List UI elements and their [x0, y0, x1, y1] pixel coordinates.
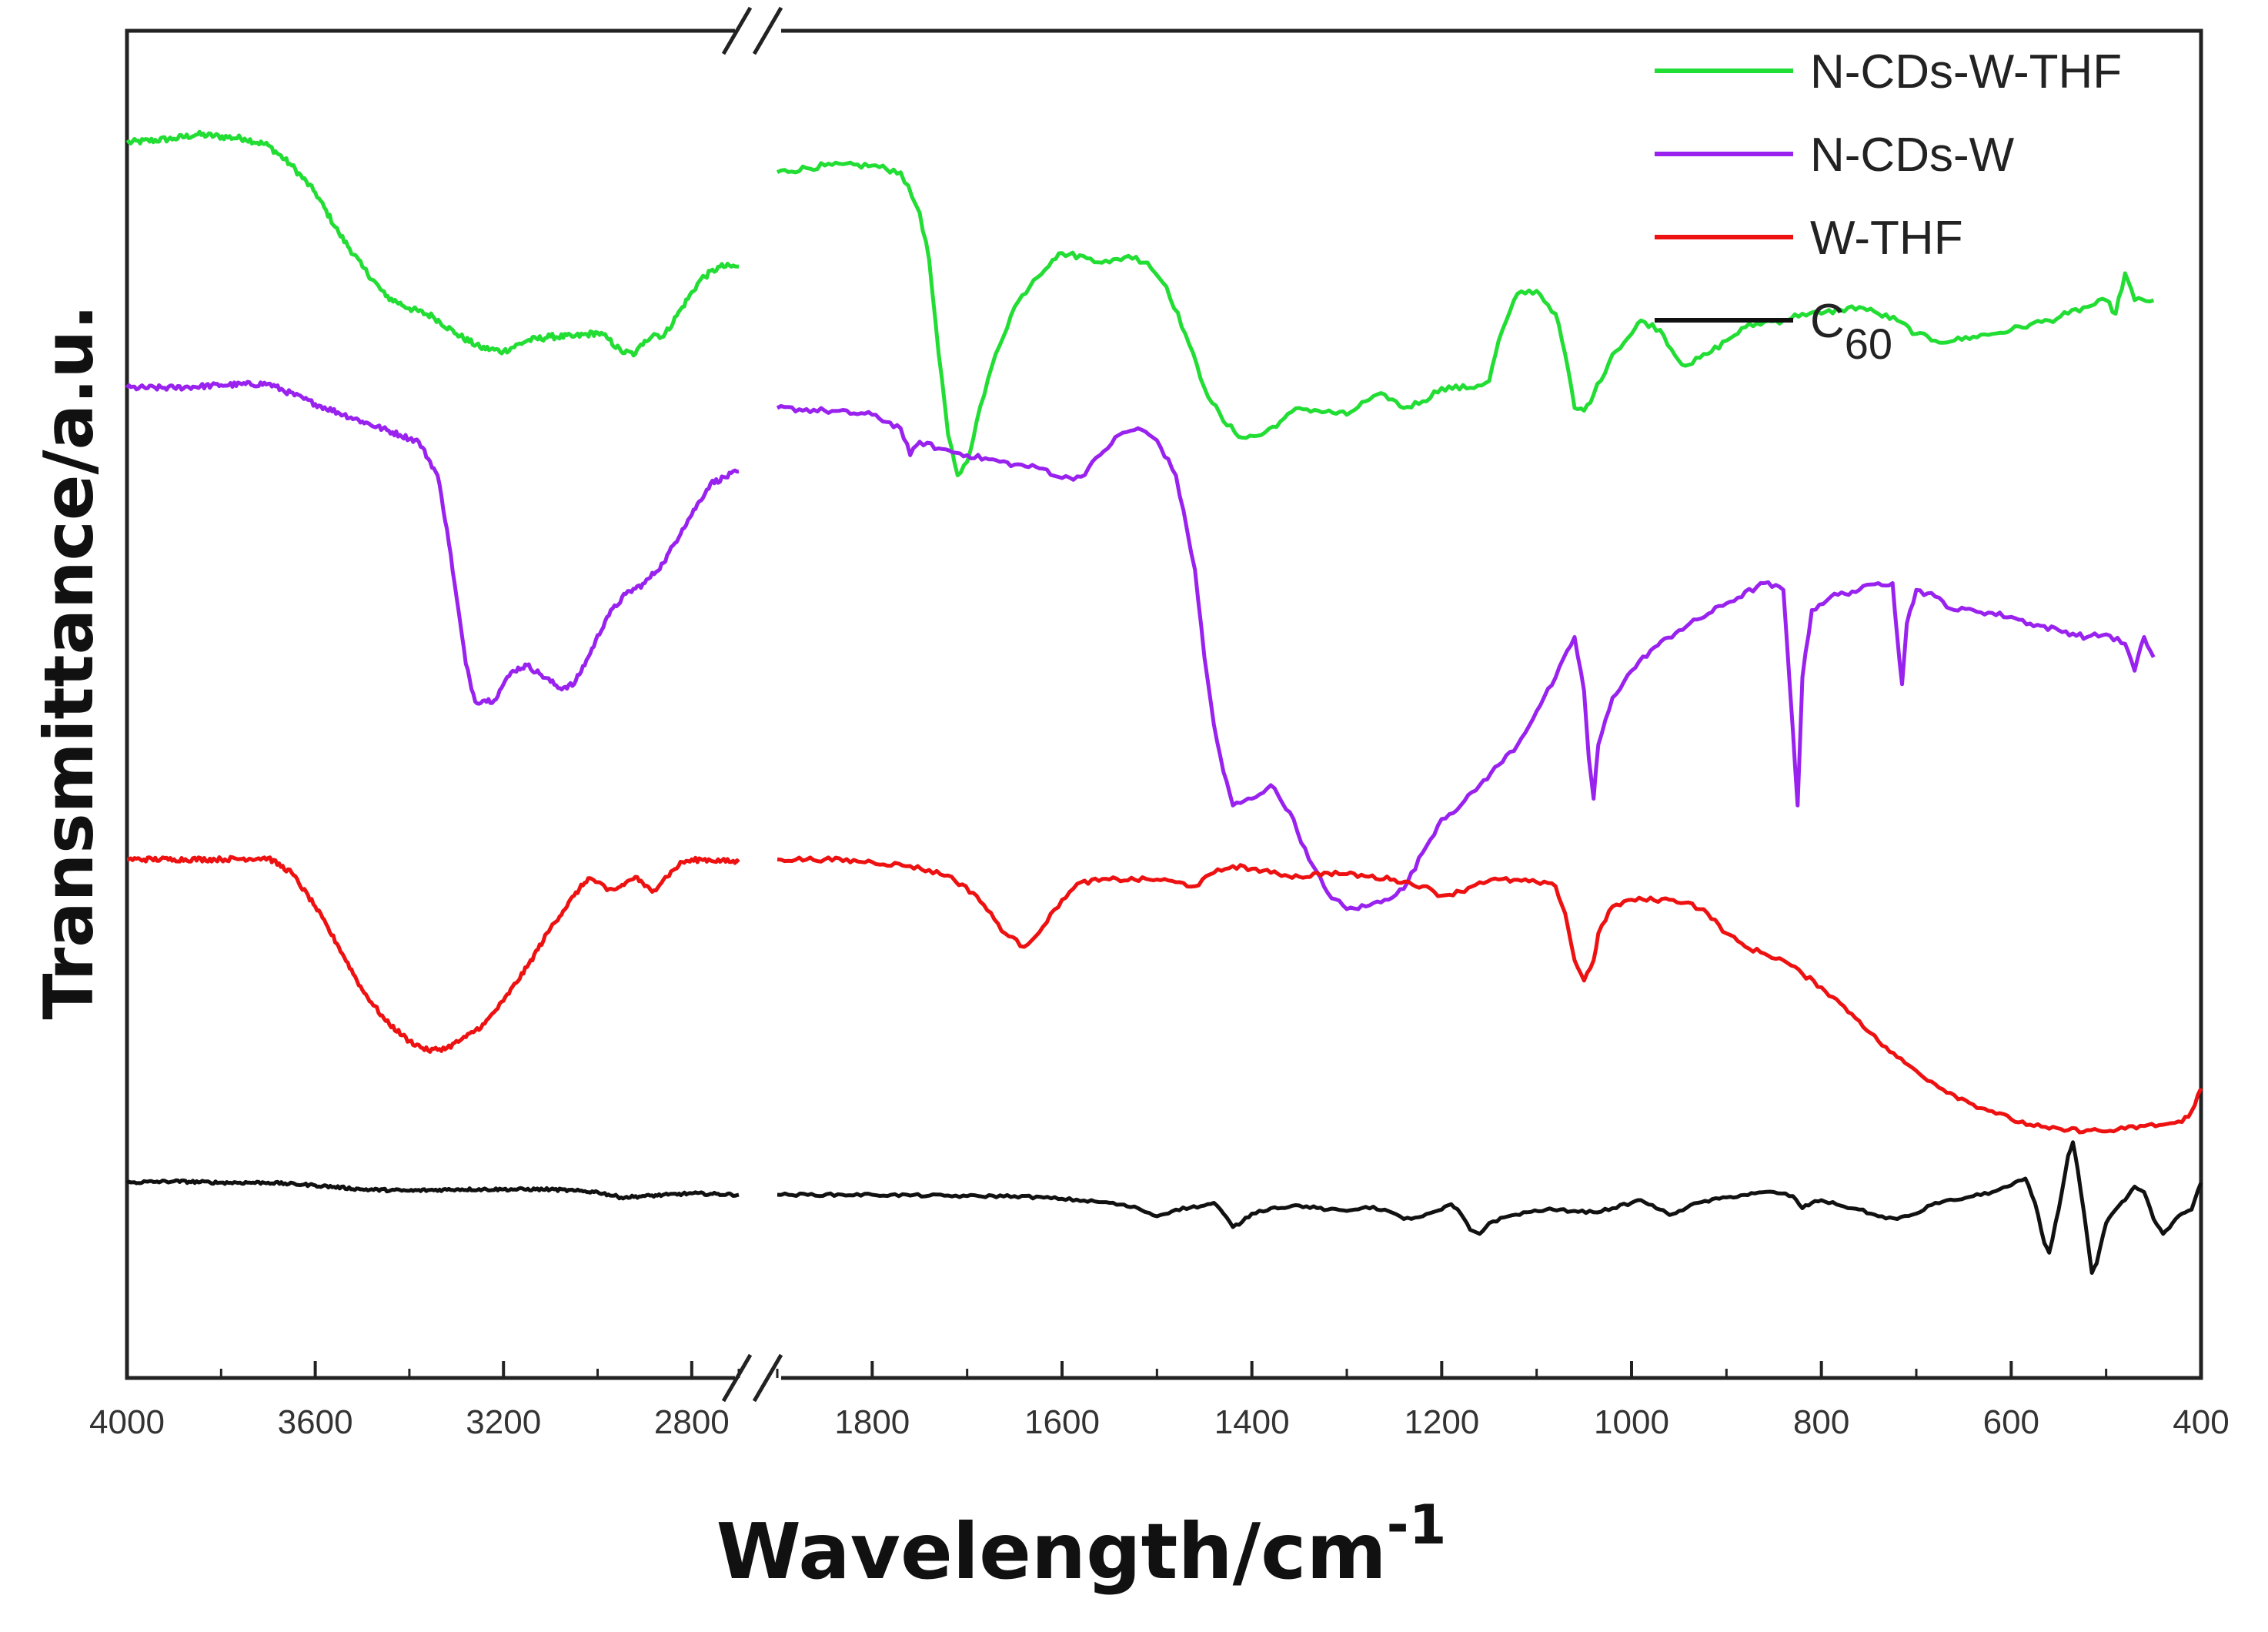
- x-tick-label: 800: [1793, 1403, 1849, 1441]
- axis-break-mark-bottom-left: [721, 1353, 753, 1403]
- x-tick-label: 3600: [278, 1403, 353, 1441]
- x-tick-label: 1800: [834, 1403, 910, 1441]
- series-line-segment: [777, 1140, 2203, 1275]
- axis-break-mark-top-left: [721, 6, 753, 55]
- axis-break-marks: [721, 6, 783, 1403]
- legend-label: C60: [1810, 295, 1892, 368]
- series-line-segment: [777, 855, 2203, 1135]
- legend: N-CDs-W-THF N-CDs-W W-THF C60: [1655, 45, 2122, 368]
- legend-label: N-CDs-W-THF: [1810, 45, 2122, 99]
- legend-label-text: W-THF: [1810, 212, 1963, 265]
- x-tick-label: 1000: [1594, 1403, 1669, 1441]
- x-tick-label: 2800: [654, 1403, 730, 1441]
- series-line-segment: [125, 129, 740, 358]
- legend-entry: N-CDs-W-THF: [1655, 45, 2122, 99]
- series-line-segment: [125, 1178, 740, 1201]
- x-tick-label: 600: [1983, 1403, 2039, 1441]
- x-axis-title-main: Wavelength/cm: [716, 1507, 1387, 1597]
- x-tick-label: 1400: [1214, 1403, 1290, 1441]
- series-n-cds-w-thf: [125, 129, 2155, 477]
- series-line-segment: [126, 854, 740, 1054]
- legend-entry: W-THF: [1655, 212, 1963, 265]
- legend-entry: N-CDs-W: [1655, 129, 2015, 182]
- legend-label: N-CDs-W: [1810, 129, 2015, 182]
- series-c60: [125, 1140, 2203, 1275]
- x-tick-label: 3200: [466, 1403, 541, 1441]
- x-axis-ticks: [125, 1361, 2203, 1378]
- x-tick-label: 4000: [89, 1403, 165, 1441]
- x-tick-label: 1200: [1404, 1403, 1479, 1441]
- x-tick-label: 1600: [1024, 1403, 1100, 1441]
- legend-label-text: N-CDs-W-THF: [1810, 45, 2122, 99]
- legend-label-subscript: 60: [1845, 319, 1892, 368]
- series-line-segment: [776, 403, 2156, 911]
- x-axis-title: Wavelength/cm-1: [716, 1493, 1447, 1597]
- axis-break-mark-top-right: [752, 6, 783, 55]
- x-tick-label: 400: [2173, 1403, 2229, 1441]
- plot-frame: [125, 28, 2203, 1380]
- legend-entry: C60: [1655, 295, 1892, 368]
- series-line-segment: [125, 380, 740, 706]
- series-n-cds-w: [125, 380, 2156, 911]
- axis-break-mark-bottom-right: [752, 1353, 783, 1403]
- x-axis-tick-labels: 4000 3600 3200 2800 1800 1600 1400 1200 1000 800 6…: [89, 1403, 2230, 1441]
- series-layer: [125, 129, 2203, 1275]
- legend-label-text: N-CDs-W: [1810, 129, 2015, 182]
- series-line-segment: [776, 160, 2155, 477]
- legend-label-text: C: [1810, 295, 1845, 348]
- x-axis-title-superscript: -1: [1387, 1493, 1447, 1557]
- legend-label: W-THF: [1810, 212, 1963, 265]
- series-w-thf: [126, 854, 2203, 1135]
- y-axis-title: Transmittance/a.u.: [29, 304, 109, 1019]
